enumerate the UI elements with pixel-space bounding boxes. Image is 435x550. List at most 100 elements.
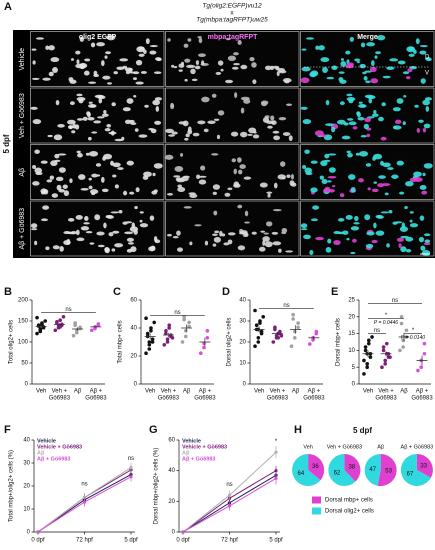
cell xyxy=(224,192,231,197)
data-point xyxy=(253,344,257,349)
cell xyxy=(166,193,174,196)
cell xyxy=(198,179,207,185)
cell xyxy=(198,37,203,44)
cell xyxy=(288,135,293,142)
data-point xyxy=(383,362,387,366)
cell xyxy=(352,126,358,130)
cell xyxy=(354,58,361,62)
cell xyxy=(200,165,206,171)
cell xyxy=(195,60,200,65)
cell xyxy=(91,192,96,196)
cell xyxy=(251,62,257,68)
cell xyxy=(282,132,291,136)
data-point xyxy=(165,340,170,344)
cell xyxy=(126,160,134,166)
panel-letter: F xyxy=(4,424,11,436)
cell xyxy=(319,175,325,180)
title-line: Tg(mbpa:tagRFPT)uw25 xyxy=(196,17,268,24)
cell xyxy=(365,80,371,84)
cell xyxy=(322,66,328,73)
x-tick-label: Gö6983 xyxy=(49,396,71,402)
cell xyxy=(70,230,77,235)
slice-label: 33 xyxy=(420,464,427,470)
x-tick-label: Aβ + xyxy=(199,389,212,395)
cell xyxy=(79,36,84,42)
cell xyxy=(387,167,394,170)
cell xyxy=(366,231,375,236)
cell xyxy=(424,239,431,244)
cell xyxy=(271,120,277,125)
cell xyxy=(186,64,196,69)
micrograph-frame xyxy=(165,144,300,200)
significance-label: ns xyxy=(174,310,180,316)
cell xyxy=(346,150,351,154)
cell xyxy=(31,48,37,51)
cell xyxy=(243,176,252,180)
y-axis-label: Total mbp+/olig2+ cells (%) xyxy=(9,450,15,522)
cell xyxy=(364,214,371,221)
cell xyxy=(400,235,410,239)
cell xyxy=(88,104,97,108)
cell xyxy=(365,243,374,249)
x-tick-label: Veh + xyxy=(161,389,177,395)
cell xyxy=(77,152,83,158)
y-tick-label: 60 xyxy=(168,438,175,444)
cell xyxy=(175,177,183,182)
cell xyxy=(128,71,136,74)
cell xyxy=(54,153,60,159)
cell xyxy=(116,66,125,70)
cell xyxy=(418,236,425,243)
cell xyxy=(32,118,42,125)
cell xyxy=(409,219,413,223)
cell xyxy=(31,77,40,80)
cell xyxy=(422,127,427,133)
y-tick-label: 0 xyxy=(243,382,247,388)
cell xyxy=(333,240,341,246)
data-point xyxy=(291,317,295,321)
data-point xyxy=(368,355,373,359)
cell xyxy=(406,46,415,53)
cell xyxy=(419,50,427,55)
cell xyxy=(187,126,192,133)
cell xyxy=(290,173,294,180)
cell xyxy=(53,134,63,141)
data-point xyxy=(41,325,46,329)
data-point xyxy=(380,365,384,370)
legend-entry: Vehicle + Gö6983 xyxy=(182,444,227,450)
cell xyxy=(223,242,230,246)
p-value: P = 0.0140 xyxy=(401,335,425,341)
cell xyxy=(143,171,152,177)
cell xyxy=(136,46,145,53)
pie-name: Aβ xyxy=(377,444,384,450)
cell xyxy=(251,231,257,235)
cell xyxy=(302,165,307,169)
cell xyxy=(227,55,237,62)
y-tick-label: 10 xyxy=(23,507,30,513)
legend-entry: Aβ + Gö6983 xyxy=(182,456,215,462)
cell xyxy=(386,243,390,248)
cell xyxy=(345,50,351,55)
cell xyxy=(42,205,50,210)
cell xyxy=(327,180,332,183)
cell xyxy=(346,237,350,241)
significance-label: ns xyxy=(374,328,380,334)
data-point xyxy=(253,308,257,313)
data-point xyxy=(254,323,259,328)
cell xyxy=(339,101,345,106)
cell xyxy=(373,181,378,184)
stage-label: 5 dpf xyxy=(2,134,11,153)
cell xyxy=(327,175,337,179)
data-point xyxy=(182,317,186,322)
x-tick-label: Aβ + xyxy=(90,389,103,395)
cell xyxy=(237,245,246,251)
cell xyxy=(359,63,366,69)
cell xyxy=(278,248,282,253)
data-point xyxy=(164,329,168,333)
cell xyxy=(422,99,431,106)
data-point xyxy=(61,315,66,319)
cell xyxy=(397,60,406,65)
cell xyxy=(145,38,150,45)
cell xyxy=(96,42,105,47)
cell xyxy=(197,36,202,39)
cell xyxy=(80,226,90,231)
